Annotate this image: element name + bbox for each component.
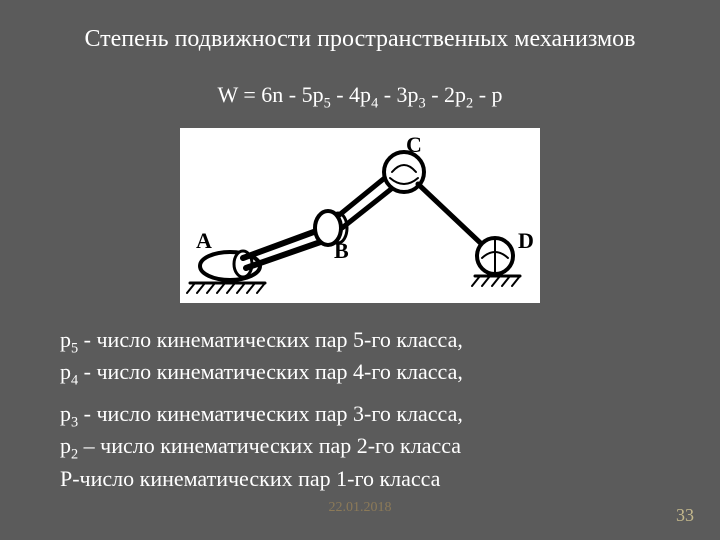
- definitions-block-2: р3 - число кинематических пар 3-го класс…: [60, 400, 463, 492]
- formula-part: - p: [473, 82, 502, 107]
- formula: W = 6n - 5p5 - 4p4 - 3p3 - 2p2 - p: [0, 82, 720, 112]
- definitions-block-1: р5 - число кинематических пар 5-го класс…: [60, 326, 463, 391]
- def-line: р5 - число кинематических пар 5-го класс…: [60, 326, 463, 358]
- def-sym: р: [60, 433, 71, 458]
- label-b: B: [334, 238, 349, 263]
- def-line: р4 - число кинематических пар 4-го класс…: [60, 358, 463, 390]
- formula-part: - 4p: [331, 82, 371, 107]
- page-number: 33: [676, 505, 694, 526]
- def-sym: р: [60, 401, 71, 426]
- def-text: – число кинематических пар 2-го класса: [78, 433, 461, 458]
- def-line: р2 – число кинематических пар 2-го класс…: [60, 432, 463, 464]
- label-a: A: [196, 228, 212, 253]
- formula-sub: 3: [419, 95, 426, 111]
- formula-sub: 5: [324, 95, 331, 111]
- def-text: - число кинематических пар 3-го класса,: [78, 401, 463, 426]
- formula-part: - 3p: [378, 82, 418, 107]
- def-text: - число кинематических пар 4-го класса,: [78, 359, 463, 384]
- def-sym: р: [60, 327, 71, 352]
- formula-part: W = 6n - 5p: [217, 82, 323, 107]
- formula-part: - 2p: [426, 82, 466, 107]
- label-d: D: [518, 228, 534, 253]
- def-text: - число кинематических пар 5-го класса,: [78, 327, 463, 352]
- slide-title: Степень подвижности пространственных мех…: [0, 26, 720, 53]
- def-line: Р-число кинематических пар 1-го класса: [60, 465, 463, 493]
- label-c: C: [406, 132, 422, 157]
- slide-date: 22.01.2018: [0, 500, 720, 516]
- def-sym: р: [60, 359, 71, 384]
- mechanism-diagram: A B C D: [180, 128, 540, 303]
- def-line: р3 - число кинематических пар 3-го класс…: [60, 400, 463, 432]
